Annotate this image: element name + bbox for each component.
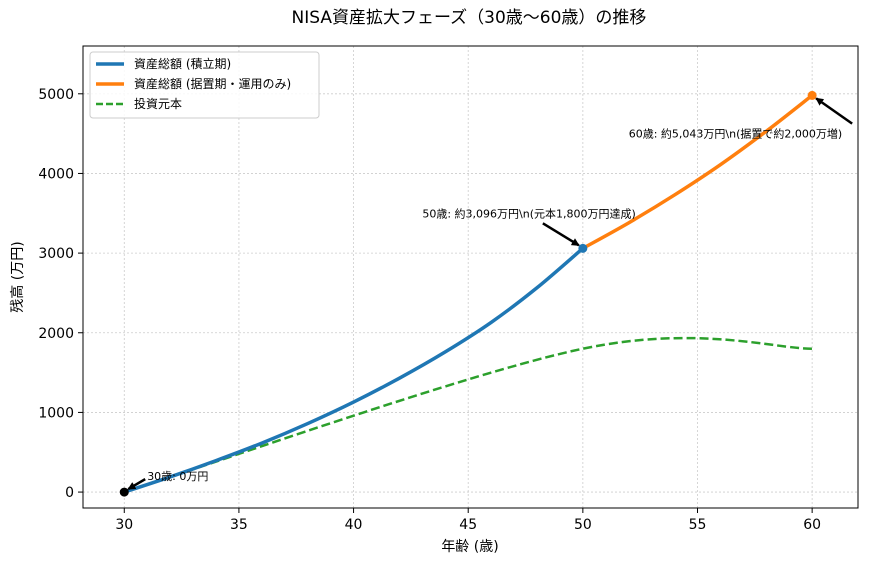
legend-box bbox=[89, 51, 320, 119]
data-point-marker bbox=[578, 243, 588, 253]
y-tick-label: 1000 bbox=[38, 405, 74, 421]
plot-area-frame bbox=[82, 45, 859, 509]
x-tick-label: 45 bbox=[459, 517, 477, 533]
legend-label-1: 資産総額 (据置期・運用のみ) bbox=[134, 76, 291, 91]
annotation-arrow bbox=[127, 478, 146, 491]
chart-title: NISA資産拡大フェーズ（30歳〜60歳）の推移 bbox=[292, 8, 647, 28]
x-tick-label: 50 bbox=[574, 517, 592, 533]
annotation-arrow bbox=[815, 97, 853, 125]
x-tick-label: 30 bbox=[115, 517, 133, 533]
y-tick-label: 3000 bbox=[38, 246, 74, 262]
x-tick-label: 55 bbox=[689, 517, 707, 533]
legend: 資産総額 (積立期) 資産総額 (据置期・運用のみ) 投資元本 bbox=[89, 51, 320, 119]
series-layer bbox=[123, 94, 814, 494]
markers-layer bbox=[119, 90, 817, 497]
x-tick-label: 35 bbox=[230, 517, 248, 533]
x-axis-ticks: 30 35 40 45 50 55 60 bbox=[115, 508, 821, 533]
annotation-arrow bbox=[542, 222, 580, 247]
annotations-layer: 30歳: 0万円 50歳: 約3,096万円\n(元本1,800万円達成) 60歳:… bbox=[127, 97, 853, 491]
annotation-label: 50歳: 約3,096万円\n(元本1,800万円達成) bbox=[422, 206, 635, 220]
annotation-label: 30歳: 0万円 bbox=[147, 470, 208, 483]
legend-label-0: 資産総額 (積立期) bbox=[134, 56, 231, 71]
series-line-2 bbox=[123, 336, 813, 494]
legend-label-2: 投資元本 bbox=[134, 96, 182, 111]
data-point-marker bbox=[807, 90, 817, 100]
y-tick-label: 5000 bbox=[38, 87, 74, 103]
y-axis-ticks: 0 1000 2000 3000 4000 5000 bbox=[38, 87, 83, 501]
x-tick-label: 60 bbox=[803, 517, 821, 533]
data-point-marker bbox=[119, 487, 129, 497]
x-tick-label: 40 bbox=[345, 517, 363, 533]
grid bbox=[83, 46, 858, 508]
y-tick-label: 2000 bbox=[38, 326, 74, 342]
y-tick-label: 4000 bbox=[38, 166, 74, 182]
x-axis-label: 年齢 (歳) bbox=[441, 539, 498, 555]
y-axis-label: 残高 (万円) bbox=[9, 241, 26, 312]
y-tick-label: 0 bbox=[65, 485, 74, 501]
series-line-0 bbox=[123, 246, 584, 494]
series-line-1 bbox=[582, 94, 814, 250]
annotation-label: 60歳: 約5,043万円\n(据置で約2,000万増) bbox=[629, 127, 842, 141]
